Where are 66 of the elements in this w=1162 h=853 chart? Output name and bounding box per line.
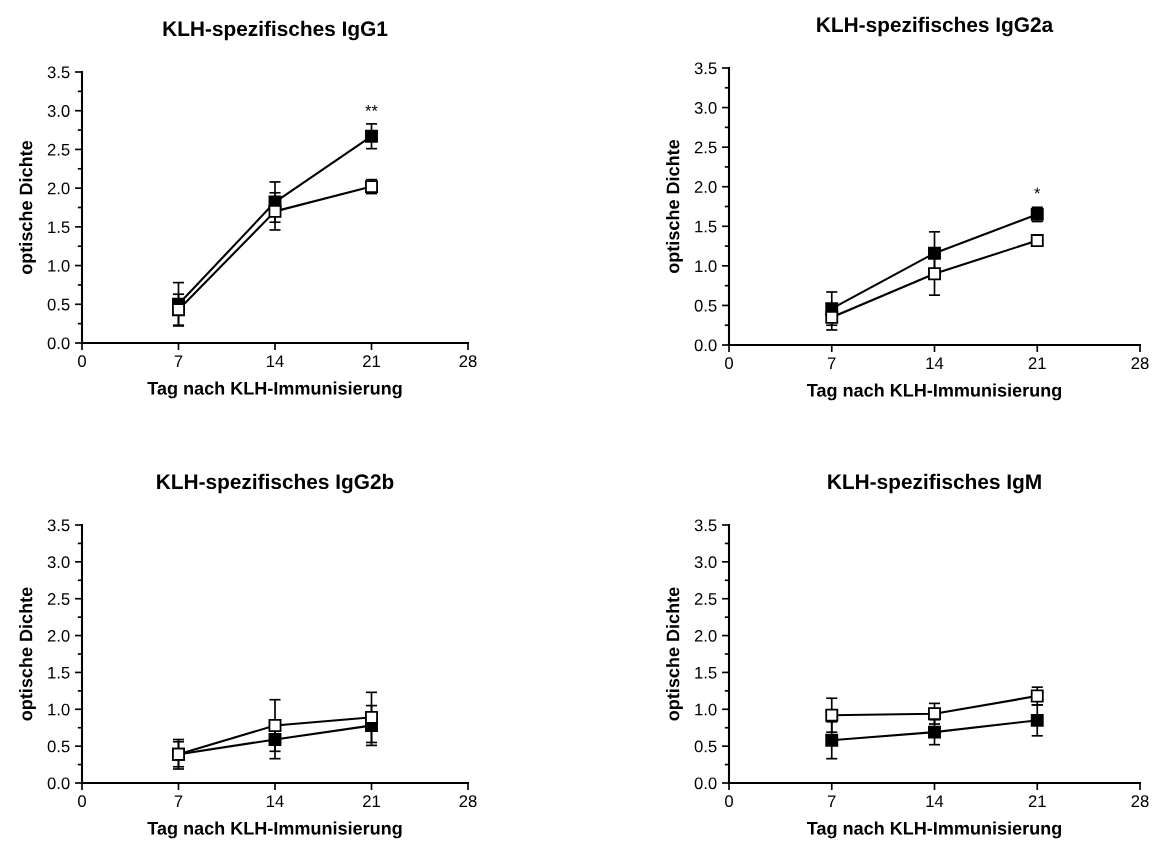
y-tick-label: 1.5 (695, 220, 717, 233)
y-tick-label: 0.0 (47, 777, 70, 790)
y-tick-label: 2.5 (694, 593, 717, 605)
x-tick-label: 0 (78, 355, 86, 368)
chart-title: KLH-spezifisches IgG2b (157, 473, 394, 494)
x-axis-title: Tag nach KLH-Immunisierung (147, 381, 402, 399)
y-tick-label: 0.0 (694, 777, 717, 790)
y-tick-label: 3.0 (47, 556, 70, 569)
x-tick-label: 21 (363, 355, 380, 367)
x-tick-label: 7 (827, 795, 836, 807)
y-tick-label: 3.5 (47, 519, 70, 532)
y-tick-label: 2.0 (694, 629, 717, 642)
y-tick-label: 0.0 (694, 339, 717, 352)
y-axis-title: optische Dichte (666, 587, 683, 721)
chart-title: KLH-spezifisches IgG2a (817, 16, 1054, 37)
y-tick-label: 2.0 (47, 182, 70, 195)
x-tick-label: 7 (827, 357, 836, 369)
y-tick-label: 1.0 (48, 259, 70, 272)
x-axis-title: Tag nach KLH-Immunisierung (147, 821, 402, 839)
x-tick-label: 28 (1131, 357, 1149, 370)
y-tick-label: 3.5 (47, 66, 70, 79)
y-tick-label: 1.0 (695, 260, 717, 273)
y-tick-label: 0.5 (694, 740, 717, 753)
y-tick-label: 0.5 (47, 740, 70, 753)
x-tick-label: 21 (1028, 795, 1046, 807)
x-tick-label: 0 (725, 795, 733, 808)
y-tick-label: 1.5 (48, 667, 70, 679)
x-tick-label: 14 (926, 357, 944, 369)
y-tick-label: 3.5 (694, 62, 717, 75)
y-axis-title: optische Dichte (19, 140, 36, 275)
y-tick-label: 0.0 (47, 337, 70, 350)
chart-title: KLH-spezifisches IgG1 (163, 20, 388, 41)
x-tick-label: 28 (459, 355, 477, 368)
y-tick-label: 2.0 (694, 181, 717, 193)
x-tick-label: 7 (174, 355, 183, 367)
y-tick-label: 3.0 (47, 105, 70, 117)
y-axis-title: optische Dichte (19, 587, 36, 721)
x-tick-label: 7 (174, 795, 183, 807)
y-tick-label: 2.0 (47, 629, 70, 642)
y-tick-label: 0.5 (47, 298, 70, 311)
chart-title: KLH-spezifisches IgM (828, 473, 1041, 494)
y-tick-label: 1.0 (695, 703, 717, 716)
y-tick-label: 2.5 (47, 143, 70, 156)
x-tick-label: 21 (1028, 357, 1046, 369)
x-tick-label: 0 (725, 357, 733, 370)
y-tick-label: 1.5 (695, 667, 717, 679)
x-tick-label: 14 (926, 795, 944, 807)
y-tick-label: 0.5 (694, 299, 717, 312)
x-tick-label: 14 (267, 355, 284, 367)
x-tick-label: 28 (1131, 795, 1149, 808)
y-tick-label: 2.5 (694, 141, 717, 154)
annotation: ** (365, 105, 378, 111)
x-tick-label: 28 (459, 795, 477, 808)
y-tick-label: 3.0 (694, 101, 717, 114)
annotation: * (1034, 187, 1041, 194)
x-axis-title: Tag nach KLH-Immunisierung (806, 821, 1062, 839)
x-tick-label: 21 (363, 795, 380, 807)
y-tick-label: 3.0 (694, 556, 717, 569)
x-tick-label: 0 (78, 795, 86, 808)
y-tick-label: 1.5 (48, 221, 70, 234)
y-tick-label: 3.5 (694, 519, 717, 532)
y-tick-label: 1.0 (48, 703, 70, 716)
y-axis-title: optische Dichte (666, 139, 683, 274)
x-axis-title: Tag nach KLH-Immunisierung (806, 383, 1062, 401)
y-tick-label: 2.5 (47, 593, 70, 605)
x-tick-label: 14 (267, 795, 284, 807)
